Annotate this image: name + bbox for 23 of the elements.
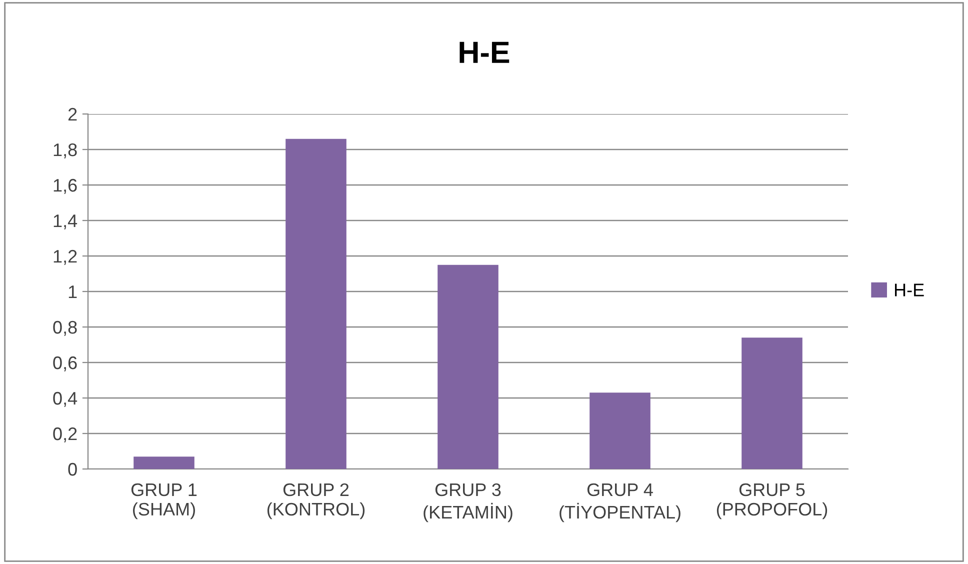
- y-tick-label: 0,8: [53, 320, 77, 336]
- y-tick-label: 1,2: [54, 250, 77, 265]
- y-tick-label: 1,8: [54, 143, 77, 158]
- x-tick-label: GRUP 5 (PROPOFOL): [716, 483, 828, 520]
- x-tick-label: GRUP 2 (KONTROL): [267, 483, 365, 520]
- bar: [438, 264, 498, 469]
- chart-title: H-E: [460, 42, 510, 63]
- y-tick-label: 0: [68, 462, 77, 476]
- bar: [134, 456, 194, 469]
- y-tick-label: 1: [68, 286, 77, 298]
- bar: [742, 338, 802, 469]
- bar: [286, 138, 346, 469]
- y-tick-label: 1,4: [54, 214, 78, 230]
- legend-label: H-E: [895, 284, 924, 296]
- bar: [590, 392, 650, 469]
- x-tick-label: GRUP 3 (KETAMİN): [424, 483, 512, 522]
- y-tick-label: 2: [68, 108, 77, 121]
- y-tick-label: 1,6: [54, 178, 77, 194]
- x-tick-label: GRUP 4 (TİYOPENTAL): [560, 483, 680, 522]
- y-tick-label: 0,6: [53, 356, 77, 372]
- y-tick-label: 0,2: [53, 427, 77, 442]
- x-tick-label: GRUP 1 (SHAM): [131, 483, 197, 520]
- y-tick-label: 0,4: [53, 392, 78, 407]
